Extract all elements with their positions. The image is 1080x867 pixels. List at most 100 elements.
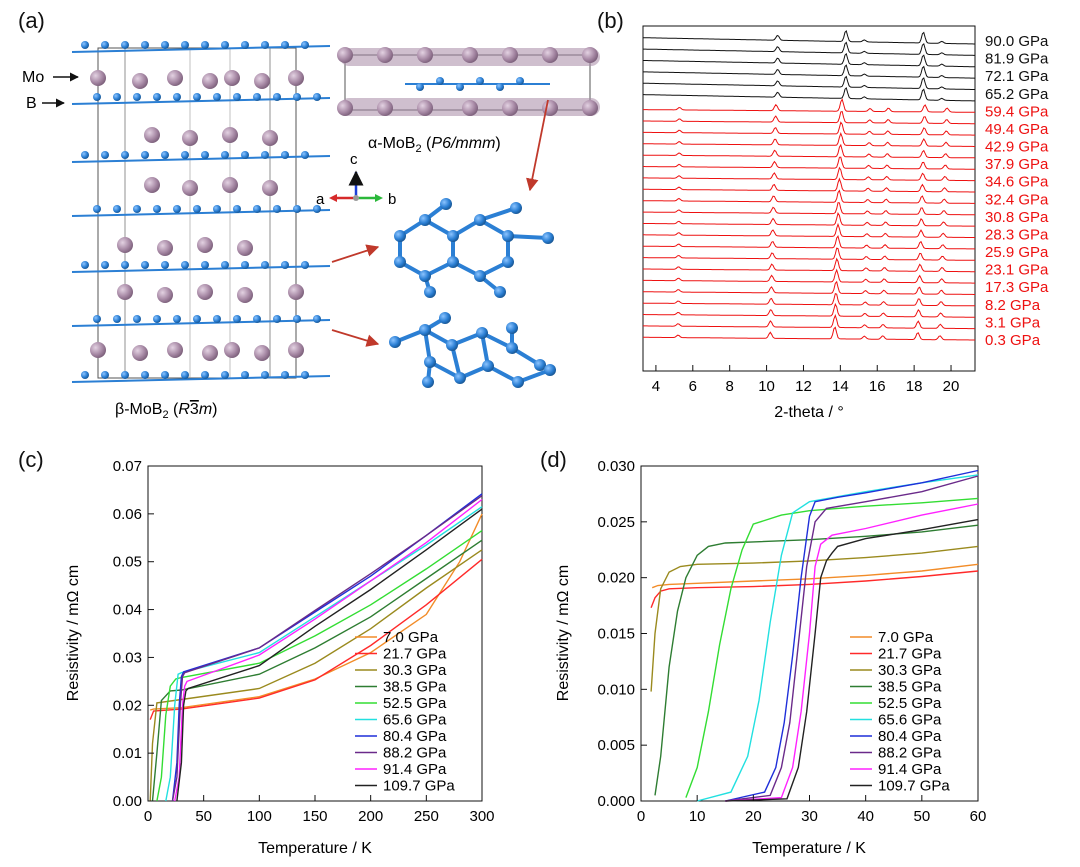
b-atom [193, 93, 201, 101]
b-atom [141, 41, 149, 49]
b-atom [447, 230, 459, 242]
b-atom [301, 261, 309, 269]
chart-c-series-line [176, 508, 483, 802]
chart-b-xtick-label: 16 [869, 378, 886, 395]
b-atom [447, 256, 459, 268]
b-atom [153, 93, 161, 101]
b-atom [474, 270, 486, 282]
beta-mob2-label: β-MoB2 (R3m) [115, 401, 217, 421]
panel-a-letter: (a) [18, 8, 45, 33]
mo-atom [237, 287, 253, 303]
b-atom [81, 371, 89, 379]
chart-c-ytick-label: 0.00 [113, 793, 142, 810]
chart-b-pressure-label: 42.9 GPa [985, 139, 1049, 156]
chart-b-pressure-label: 37.9 GPa [985, 156, 1049, 173]
b-atom [181, 151, 189, 159]
b-atom [81, 41, 89, 49]
b-atom [476, 77, 484, 85]
xrd-curve [643, 202, 975, 216]
b-atom [193, 315, 201, 323]
mo-atom [262, 180, 278, 196]
b-atom [101, 371, 109, 379]
b-atom [253, 205, 261, 213]
chart-b-xtick-label: 14 [832, 378, 849, 395]
b-atom [293, 93, 301, 101]
chart-b-pressure-label: 72.1 GPa [985, 68, 1049, 85]
mo-label: Mo [22, 69, 44, 86]
xrd-curve [643, 189, 975, 204]
chart-d-legend-label: 21.7 GPa [878, 646, 942, 663]
b-atom [101, 41, 109, 49]
b-atom [213, 205, 221, 213]
chart-d-xtick-label: 30 [801, 808, 818, 825]
alpha-mob2-label: α-MoB2 (P6/mmm) [368, 135, 501, 155]
axis-a-label: a [316, 191, 325, 208]
b-atom [512, 376, 524, 388]
chart-d-series-line [685, 497, 979, 798]
panel-d-letter: (d) [540, 447, 567, 472]
b-atom [301, 151, 309, 159]
chart-c-ytick-label: 0.07 [113, 458, 142, 475]
chart-d-ytick-label: 0.020 [597, 570, 635, 587]
chart-c-legend-label: 109.7 GPa [383, 778, 455, 795]
b-atom [301, 371, 309, 379]
chart-b-pressure-label: 90.0 GPa [985, 33, 1049, 50]
chart-b-pressure-label: 32.4 GPa [985, 191, 1049, 208]
chart-d-ytick-label: 0.000 [597, 793, 635, 810]
mo-atom [288, 342, 304, 358]
chart-d-series-line [725, 518, 979, 802]
chart-d-series-line [725, 503, 979, 802]
mo-atom [197, 237, 213, 253]
mo-atom [132, 345, 148, 361]
b-atom [419, 270, 431, 282]
b-atom [419, 324, 431, 336]
b-atom [161, 371, 169, 379]
chart-c-legend-label: 65.6 GPa [383, 712, 447, 729]
b-atom [313, 93, 321, 101]
xrd-curve [643, 212, 976, 227]
b-atom [394, 230, 406, 242]
b-atom [161, 261, 169, 269]
xrd-curve [643, 326, 975, 341]
b-atom [113, 205, 121, 213]
chart-c-series-line [150, 513, 483, 711]
b-atom [81, 151, 89, 159]
chart-d-legend-label: 80.4 GPa [878, 728, 942, 745]
b-atom [454, 372, 466, 384]
b-atom [173, 93, 181, 101]
chart-b-pressure-label: 34.6 GPa [985, 174, 1049, 191]
b-atom [273, 315, 281, 323]
chart-d-ytick-label: 0.010 [597, 681, 635, 698]
chart-d-series-line [697, 474, 979, 802]
chart-b-pressure-label: 25.9 GPa [985, 244, 1049, 261]
mo-atom [144, 177, 160, 193]
b-atom [201, 41, 209, 49]
chart-d-ytick-label: 0.030 [597, 458, 635, 475]
b-atom [201, 261, 209, 269]
b-atom [273, 205, 281, 213]
chart-c-legend-label: 21.7 GPa [383, 646, 447, 663]
b-atom [281, 41, 289, 49]
b-atom [221, 41, 229, 49]
mo-atom [337, 47, 353, 63]
b-atom [173, 205, 181, 213]
chart-d-series-line [654, 524, 979, 796]
b-atom [506, 342, 518, 354]
b-atom [153, 315, 161, 323]
mo-atom [224, 342, 240, 358]
b-atom [293, 205, 301, 213]
chart-d-series-line [725, 475, 979, 802]
b-atom [213, 93, 221, 101]
mo-atom [262, 130, 278, 146]
b-atom [313, 315, 321, 323]
chart-d-series-line [725, 469, 979, 802]
chart-d-series-line [650, 570, 979, 609]
chart-c-xtick-label: 150 [302, 808, 327, 825]
b-atom [133, 93, 141, 101]
b-atom [221, 151, 229, 159]
chart-b-xtick-label: 18 [906, 378, 923, 395]
xrd-curve [643, 235, 975, 250]
chart-c-series-line [149, 549, 483, 802]
